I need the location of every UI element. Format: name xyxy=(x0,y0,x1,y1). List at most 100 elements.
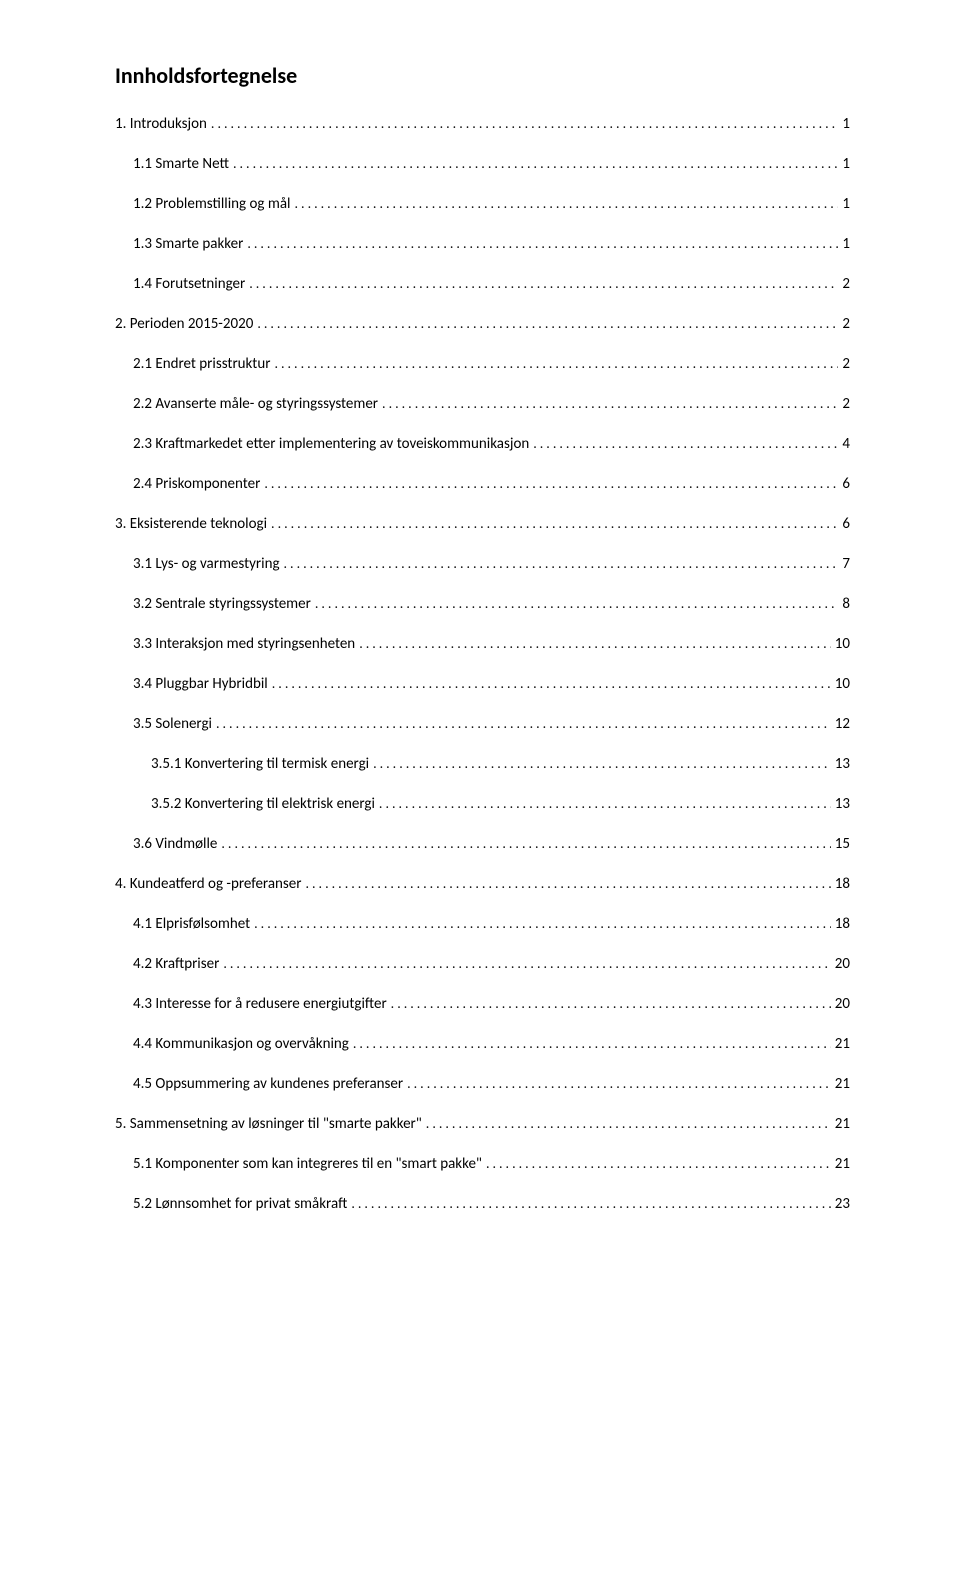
toc-entry-page: 8 xyxy=(842,595,850,613)
toc-entry-page: 21 xyxy=(835,1075,850,1093)
toc-entry: 3.3 Interaksjon med styringsenheten10 xyxy=(115,635,850,653)
toc-entry: 3.1 Lys- og varmestyring 7 xyxy=(115,555,850,573)
toc-entry-label: 3.4 Pluggbar Hybridbil xyxy=(133,675,268,693)
toc-entry-label: 3.2 Sentrale styringssystemer xyxy=(133,595,311,613)
toc-entry: 2.4 Priskomponenter6 xyxy=(115,475,850,493)
toc-entry: 3.5.2 Konvertering til elektrisk energi 1… xyxy=(115,795,850,813)
toc-entry: 2.2 Avanserte måle- og styringssystemer 2 xyxy=(115,395,850,413)
toc-entry-label: 3.5.2 Konvertering til elektrisk energi xyxy=(151,795,375,813)
toc-entry-label: 5. Sammensetning av løsninger til "smart… xyxy=(115,1115,422,1133)
toc-entry: 4.2 Kraftpriser 20 xyxy=(115,955,850,973)
toc-entry: 4.3 Interesse for å redusere energiutgif… xyxy=(115,995,850,1013)
toc-dots xyxy=(305,875,830,892)
toc-title: Innholdsfortegnelse xyxy=(115,62,850,89)
toc-entry: 1. Introduksjon 1 xyxy=(115,115,850,133)
toc-entry-label: 2.3 Kraftmarkedet etter implementering a… xyxy=(133,435,529,453)
toc-entry: 3.5 Solenergi 12 xyxy=(115,715,850,733)
toc-dots xyxy=(284,555,839,572)
toc-dots xyxy=(247,235,838,252)
toc-entry-page: 2 xyxy=(842,275,850,293)
toc-entry-label: 4.4 Kommunikasjon og overvåkning xyxy=(133,1035,349,1053)
toc-entry-page: 13 xyxy=(835,795,850,813)
toc-entry-page: 6 xyxy=(842,515,850,533)
toc-entry: 3.6 Vindmølle15 xyxy=(115,835,850,853)
toc-entry: 2.3 Kraftmarkedet etter implementering a… xyxy=(115,435,850,453)
toc-entry-label: 3.3 Interaksjon med styringsenheten xyxy=(133,635,355,653)
toc-entry: 5. Sammensetning av løsninger til "smart… xyxy=(115,1115,850,1133)
toc-dots xyxy=(351,1195,830,1212)
toc-entry: 1.4 Forutsetninger 2 xyxy=(115,275,850,293)
toc-entry-label: 1.3 Smarte pakker xyxy=(133,235,243,253)
toc-dots xyxy=(533,435,838,452)
toc-dots xyxy=(391,995,831,1012)
toc-entry-page: 1 xyxy=(842,115,850,133)
toc-entry-label: 2.2 Avanserte måle- og styringssystemer xyxy=(133,395,378,413)
toc-entry-label: 4.2 Kraftpriser xyxy=(133,955,219,973)
toc-entry-page: 13 xyxy=(835,755,850,773)
toc-dots xyxy=(272,675,831,692)
toc-dots xyxy=(233,155,838,172)
toc-entry-page: 21 xyxy=(835,1035,850,1053)
toc-entry-label: 3. Eksisterende teknologi xyxy=(115,515,267,533)
toc-entry-page: 2 xyxy=(842,355,850,373)
toc-entry: 3. Eksisterende teknologi 6 xyxy=(115,515,850,533)
toc-entry-page: 1 xyxy=(842,235,850,253)
toc-dots xyxy=(271,515,838,532)
toc-entry: 4.5 Oppsummering av kundenes preferanser… xyxy=(115,1075,850,1093)
toc-entry-label: 3.5.1 Konvertering til termisk energi xyxy=(151,755,369,773)
toc-entry: 2.1 Endret prisstruktur 2 xyxy=(115,355,850,373)
toc-dots xyxy=(257,315,838,332)
toc-dots xyxy=(407,1075,831,1092)
toc-entry-page: 2 xyxy=(842,395,850,413)
toc-entry-label: 1.1 Smarte Nett xyxy=(133,155,229,173)
toc-entry-label: 3.1 Lys- og varmestyring xyxy=(133,555,280,573)
toc-entry-page: 20 xyxy=(835,955,850,973)
toc-entry: 5.2 Lønnsomhet for privat småkraft 23 xyxy=(115,1195,850,1213)
toc-entry: 1.1 Smarte Nett 1 xyxy=(115,155,850,173)
toc-entry: 1.3 Smarte pakker 1 xyxy=(115,235,850,253)
toc-entry-page: 7 xyxy=(842,555,850,573)
toc-dots xyxy=(221,835,830,852)
toc-entry-label: 2. Perioden 2015-2020 xyxy=(115,315,253,333)
toc-entry-page: 10 xyxy=(835,675,850,693)
toc-dots xyxy=(216,715,831,732)
toc-entry-label: 4.3 Interesse for å redusere energiutgif… xyxy=(133,995,387,1013)
toc-dots xyxy=(373,755,831,772)
toc-entry: 3.2 Sentrale styringssystemer 8 xyxy=(115,595,850,613)
toc-entry-page: 2 xyxy=(842,315,850,333)
toc-entry: 1.2 Problemstilling og mål1 xyxy=(115,195,850,213)
toc-entry-label: 5.1 Komponenter som kan integreres til e… xyxy=(133,1155,482,1173)
toc-entry-page: 4 xyxy=(842,435,850,453)
toc-dots xyxy=(274,355,838,372)
toc-entry-label: 2.4 Priskomponenter xyxy=(133,475,260,493)
toc-entry-label: 5.2 Lønnsomhet for privat småkraft xyxy=(133,1195,347,1213)
toc-entry: 5.1 Komponenter som kan integreres til e… xyxy=(115,1155,850,1173)
toc-entry-label: 2.1 Endret prisstruktur xyxy=(133,355,270,373)
toc-entry-page: 20 xyxy=(835,995,850,1013)
toc-dots xyxy=(379,795,831,812)
toc-dots xyxy=(254,915,831,932)
toc-container: 1. Introduksjon11.1 Smarte Nett11.2 Prob… xyxy=(115,115,850,1213)
toc-dots xyxy=(249,275,838,292)
toc-entry-label: 1. Introduksjon xyxy=(115,115,207,133)
toc-entry-label: 4. Kundeatferd og -preferanser xyxy=(115,875,301,893)
toc-entry-page: 12 xyxy=(835,715,850,733)
toc-dots xyxy=(264,475,838,492)
toc-dots xyxy=(315,595,839,612)
toc-entry-label: 3.5 Solenergi xyxy=(133,715,212,733)
toc-entry-page: 1 xyxy=(842,195,850,213)
toc-dots xyxy=(353,1035,831,1052)
toc-entry: 4. Kundeatferd og -preferanser 18 xyxy=(115,875,850,893)
toc-dots xyxy=(211,115,838,132)
toc-entry-label: 1.4 Forutsetninger xyxy=(133,275,245,293)
toc-entry-label: 3.6 Vindmølle xyxy=(133,835,217,853)
toc-entry-page: 1 xyxy=(842,155,850,173)
toc-dots xyxy=(486,1155,831,1172)
toc-entry-page: 18 xyxy=(835,875,850,893)
toc-dots xyxy=(223,955,830,972)
toc-entry: 3.5.1 Konvertering til termisk energi 13 xyxy=(115,755,850,773)
toc-entry-page: 21 xyxy=(835,1115,850,1133)
toc-entry: 2. Perioden 2015-2020 2 xyxy=(115,315,850,333)
toc-entry-page: 23 xyxy=(835,1195,850,1213)
toc-dots xyxy=(359,635,831,652)
